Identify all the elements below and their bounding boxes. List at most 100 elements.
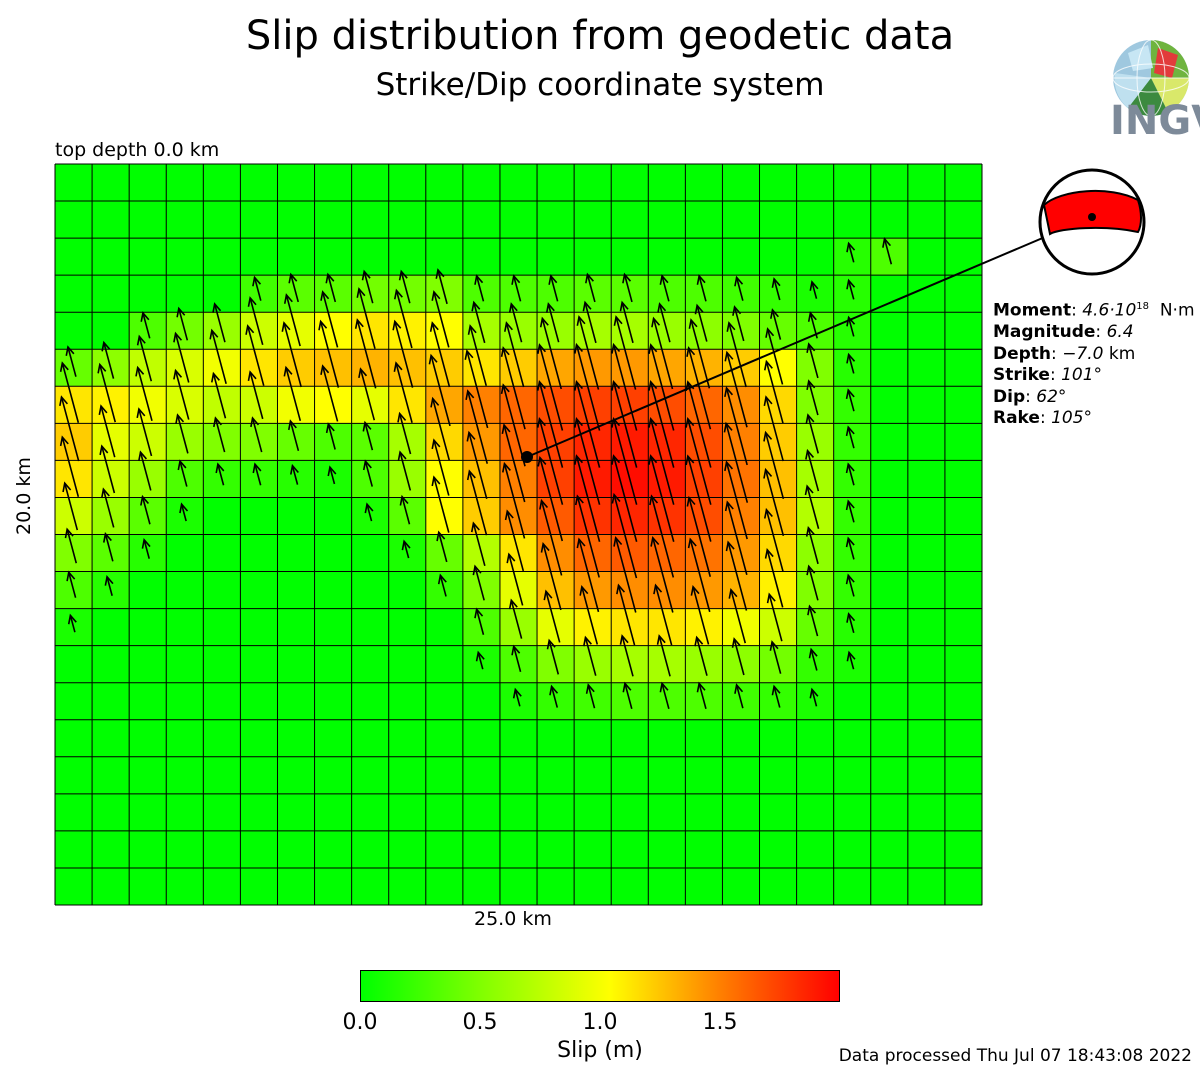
slip-vector-arrow <box>846 650 856 670</box>
slip-cell <box>129 275 167 313</box>
slip-vector-arrow <box>467 324 487 386</box>
slip-vector-arrow <box>694 635 708 676</box>
slip-vector-arrow <box>506 552 524 606</box>
slip-cell <box>203 608 241 647</box>
slip-cell <box>907 423 946 461</box>
slip-cell <box>425 756 464 795</box>
slip-vector-arrow <box>731 637 745 676</box>
slip-cell <box>870 201 909 239</box>
slip-vector-arrow <box>764 547 784 608</box>
slip-cell <box>388 571 427 610</box>
slip-vector-arrow <box>511 644 522 673</box>
slip-vector-arrow <box>250 416 263 453</box>
slip-cell <box>648 867 686 906</box>
slip-cell <box>722 164 761 202</box>
slip-vector-arrow <box>763 395 784 462</box>
slip-cell <box>944 830 983 869</box>
slip-vector-arrow <box>399 494 411 525</box>
slip-vector-arrow <box>686 495 712 577</box>
slip-vector-arrow <box>138 450 152 491</box>
slip-cell <box>92 867 130 906</box>
slip-vector-arrow <box>685 417 712 505</box>
slip-cell <box>462 756 501 795</box>
slip-cell <box>425 608 464 647</box>
slip-cell <box>944 571 983 610</box>
slip-cell <box>314 830 353 869</box>
slip-vector-arrow <box>508 598 523 639</box>
slip-cell <box>203 645 241 684</box>
slip-vector-arrow <box>428 353 451 427</box>
slip-cell <box>92 682 130 721</box>
slip-cell <box>907 312 946 350</box>
slip-cell <box>240 608 278 647</box>
slip-vector-arrow <box>102 531 114 562</box>
slip-cell <box>870 571 909 610</box>
slip-cell <box>499 238 538 276</box>
slip-cell <box>870 534 909 573</box>
slip-cell <box>907 201 946 239</box>
colorbar-tick: 0.0 <box>342 1010 378 1035</box>
slip-vector-arrow <box>732 305 745 342</box>
slip-vector-arrow <box>539 498 563 576</box>
fault-width-label: 25.0 km <box>474 908 552 930</box>
slip-cell <box>203 682 241 721</box>
slip-cell <box>722 867 761 906</box>
slip-vector-arrow <box>288 272 300 303</box>
slip-vector-arrow <box>763 359 784 424</box>
slip-cell <box>277 164 316 202</box>
slip-vector-arrow <box>656 634 671 677</box>
slip-vector-arrow <box>657 302 671 343</box>
slip-vector-arrow <box>212 302 226 343</box>
slip-cell <box>240 719 278 758</box>
slip-cell <box>907 238 946 276</box>
slip-vector-arrow <box>724 460 748 540</box>
slip-cell <box>388 645 427 684</box>
slip-vector-arrow <box>64 527 78 564</box>
slip-cell <box>277 830 316 869</box>
slip-cell <box>907 460 946 498</box>
slip-vector-arrow <box>613 535 637 613</box>
slip-vector-arrow <box>846 612 856 634</box>
slip-cell <box>833 682 872 721</box>
slip-cell <box>92 275 130 313</box>
slip-vector-arrow <box>763 430 785 499</box>
slip-vector-arrow <box>430 396 451 461</box>
slip-cell <box>759 238 798 276</box>
slip-cell <box>55 312 93 350</box>
slip-cell <box>944 682 983 721</box>
ingv-logo-globe <box>1112 39 1190 117</box>
slip-cell <box>314 571 353 610</box>
slip-cell <box>870 349 909 387</box>
slip-vector-arrow <box>320 364 339 422</box>
slip-cell <box>203 275 241 313</box>
slip-cell <box>611 238 649 276</box>
slip-cell <box>314 682 353 721</box>
slip-cell <box>129 682 167 721</box>
slip-cell <box>425 164 464 202</box>
slip-cell <box>203 867 241 906</box>
slip-cell <box>499 756 538 795</box>
slip-cell <box>425 201 464 239</box>
slip-cell <box>462 719 501 758</box>
slip-cell <box>425 682 464 721</box>
slip-vector-arrow <box>104 575 114 596</box>
slip-cell <box>277 756 316 795</box>
slip-cell <box>574 238 612 276</box>
slip-vector-arrow <box>504 321 525 388</box>
slip-cell <box>166 830 204 869</box>
slip-vector-arrow <box>576 537 600 613</box>
slip-vector-arrow <box>475 650 485 670</box>
slip-vector-arrow <box>543 589 561 643</box>
slip-cell <box>907 349 946 387</box>
slip-cell <box>55 238 93 276</box>
slip-vector-arrow <box>398 269 411 304</box>
slip-cell <box>129 719 167 758</box>
slip-vector-arrow <box>771 277 781 301</box>
slip-vector-arrow <box>687 537 711 613</box>
slip-vector-arrow <box>65 345 77 377</box>
slip-vector-arrow <box>694 303 708 342</box>
slip-cell <box>574 793 612 832</box>
slip-cell <box>648 164 686 202</box>
slip-vector-arrow <box>287 419 300 451</box>
slip-cell <box>833 164 872 202</box>
